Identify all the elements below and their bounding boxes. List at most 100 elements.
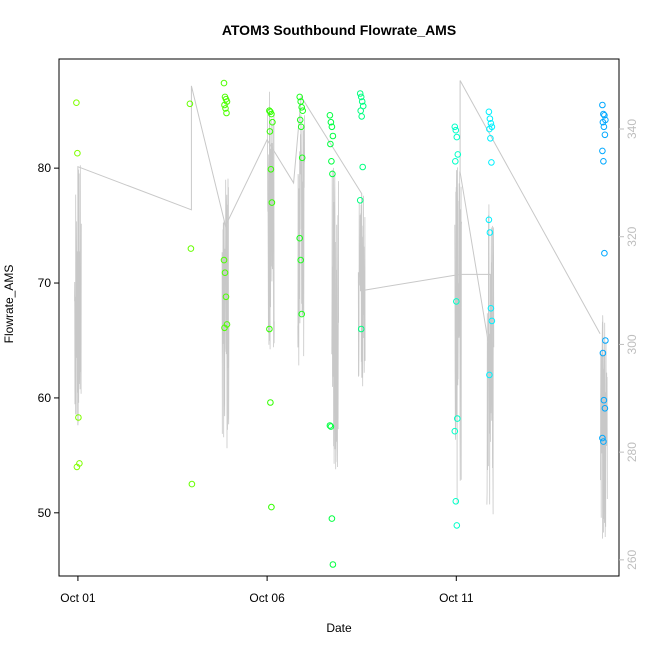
data-point	[599, 349, 607, 357]
data-point	[187, 245, 195, 252]
data-point	[188, 480, 196, 488]
plot-frame	[58, 58, 620, 577]
data-point	[487, 135, 494, 142]
data-point	[356, 90, 364, 97]
data-point	[599, 118, 607, 126]
data-point	[221, 324, 228, 332]
secondary-burst-8	[600, 315, 608, 539]
data-point	[299, 107, 307, 114]
data-point	[487, 120, 495, 127]
data-point	[220, 79, 228, 87]
x-axis-label: Date	[326, 621, 352, 635]
y2-tick-label: 280	[625, 442, 639, 462]
data-point	[221, 101, 228, 109]
data-point	[452, 126, 460, 134]
secondary-burst-6	[454, 167, 462, 503]
data-point	[451, 427, 459, 435]
data-point	[73, 463, 81, 471]
secondary-series-layer	[74, 80, 608, 539]
data-point	[488, 159, 495, 166]
data-point	[73, 99, 80, 106]
data-point	[328, 123, 336, 131]
data-point	[454, 151, 462, 158]
data-point	[453, 133, 461, 141]
data-point	[326, 422, 334, 429]
data-point	[267, 399, 274, 406]
y2-tick-label: 340	[625, 119, 639, 139]
data-point	[268, 503, 275, 511]
data-point	[269, 118, 276, 126]
chart-title: ATOM3 Southbound Flowrate_AMS	[222, 22, 456, 38]
data-point	[297, 123, 305, 131]
data-point	[266, 325, 273, 333]
y2-tick-label: 260	[625, 550, 639, 570]
data-point	[358, 113, 366, 120]
data-point	[297, 256, 305, 264]
data-point	[602, 337, 609, 344]
data-point	[486, 115, 494, 122]
data-point	[601, 249, 608, 257]
data-point	[488, 317, 496, 325]
data-point	[267, 166, 275, 173]
secondary-burst-2	[267, 91, 275, 350]
y-tick-label: 50	[38, 506, 52, 520]
secondary-burst-7	[486, 204, 495, 515]
secondary-series-line	[77, 80, 601, 426]
data-point	[358, 98, 366, 105]
data-point	[454, 415, 461, 422]
data-point	[599, 147, 606, 155]
x-tick-label: Oct 01	[60, 591, 96, 605]
data-point	[328, 158, 335, 165]
data-point	[326, 112, 334, 119]
data-point	[601, 112, 608, 119]
data-point	[601, 405, 609, 412]
data-point	[453, 522, 461, 529]
data-point	[327, 118, 335, 126]
points-layer	[73, 79, 609, 568]
data-point	[222, 293, 230, 301]
x-tick-label: Oct 06	[249, 591, 285, 605]
secondary-burst-5	[357, 195, 366, 387]
data-point	[357, 107, 365, 114]
data-point	[329, 132, 337, 140]
data-point	[220, 256, 228, 264]
data-point	[266, 128, 274, 135]
data-point	[328, 515, 336, 522]
data-point	[453, 298, 460, 305]
data-point	[486, 125, 493, 133]
y-axis-label: Flowrate_AMS	[2, 265, 16, 344]
data-point	[298, 310, 306, 318]
data-point	[600, 123, 608, 131]
data-point	[487, 305, 495, 312]
data-point	[600, 438, 607, 445]
data-point	[298, 104, 306, 111]
data-point	[486, 229, 494, 236]
data-point	[356, 197, 364, 204]
data-point	[296, 93, 304, 101]
y2-tick-label: 300	[625, 334, 639, 354]
data-point	[327, 423, 335, 430]
data-point	[186, 100, 194, 108]
data-point	[296, 234, 304, 242]
data-point	[599, 434, 606, 442]
data-point	[266, 107, 273, 114]
data-point	[451, 123, 459, 131]
secondary-burst-1	[221, 178, 230, 449]
data-point	[223, 109, 230, 117]
data-point	[329, 170, 336, 178]
axes-layer: 50 60 70 80 260 280 300 320 340 Oct 01 Oct 06 Oct 1…	[38, 58, 639, 605]
data-point	[485, 216, 493, 224]
data-point	[485, 108, 493, 116]
data-point	[600, 110, 607, 118]
data-point	[74, 149, 81, 157]
data-point	[600, 158, 607, 165]
x-tick-label: Oct 11	[439, 591, 474, 605]
secondary-burst-4	[331, 167, 340, 470]
data-point	[268, 110, 275, 118]
y-tick-label: 80	[38, 161, 52, 175]
data-point	[222, 105, 229, 112]
data-point	[268, 199, 276, 206]
y2-tick-label: 320	[625, 226, 639, 246]
